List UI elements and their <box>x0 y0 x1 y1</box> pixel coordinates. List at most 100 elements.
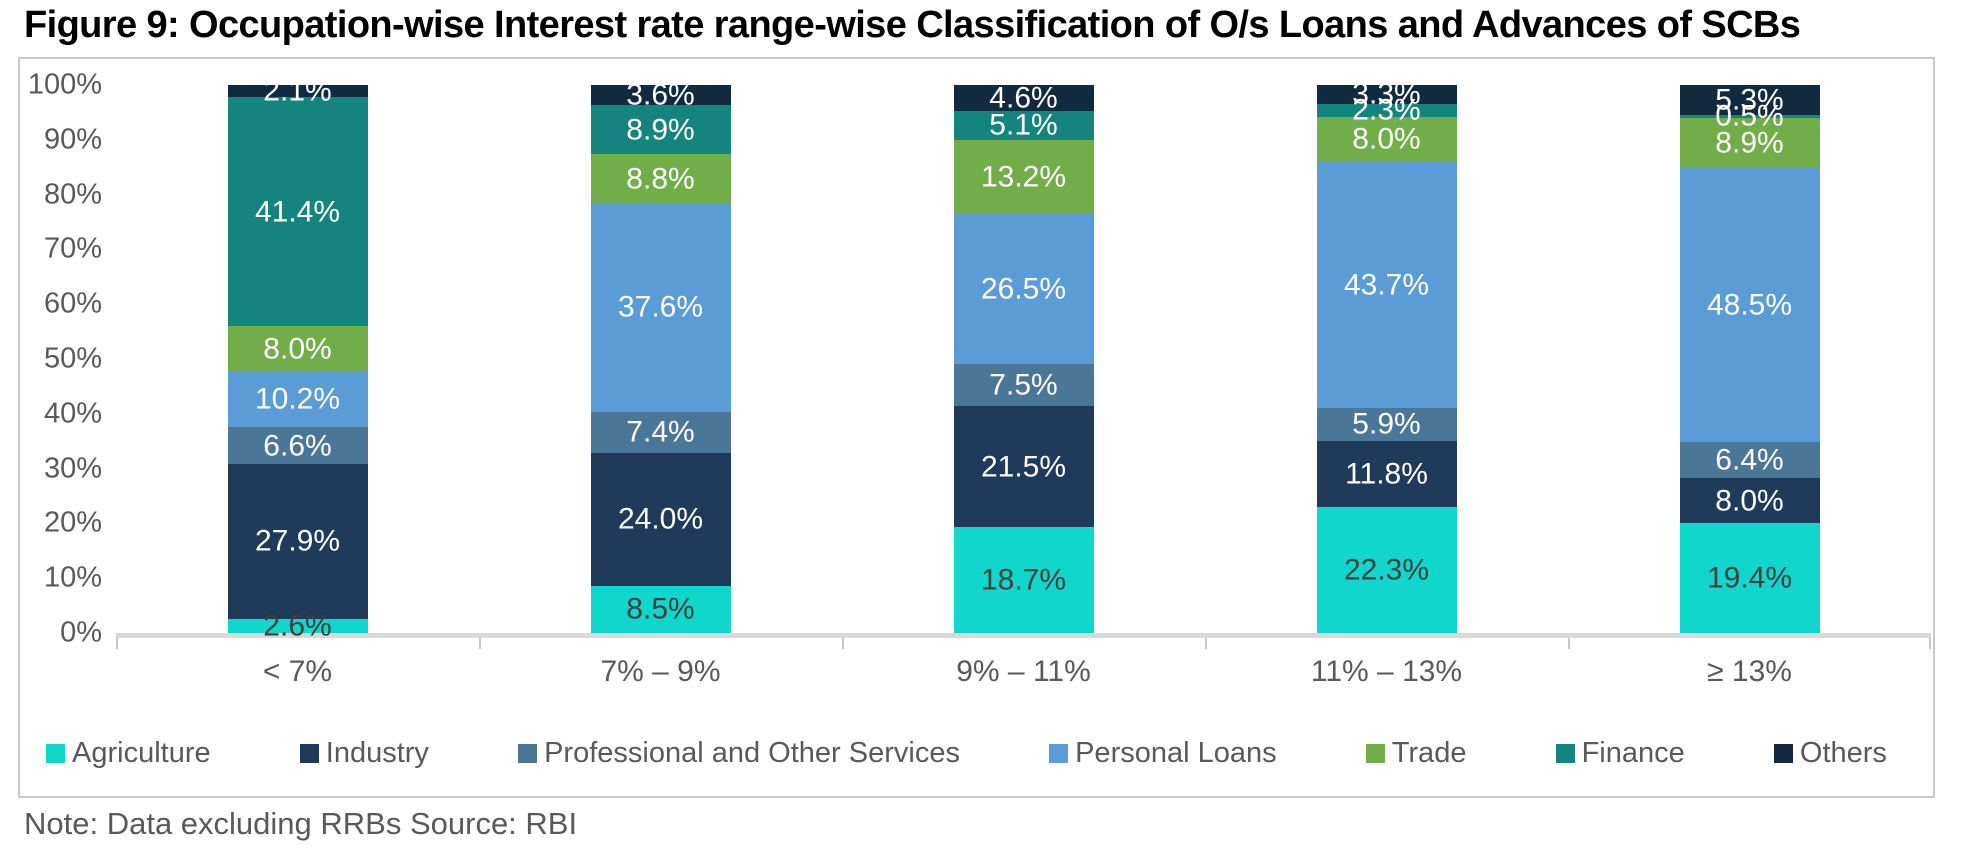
bar-segment-label: 8.5% <box>626 592 695 626</box>
bar-segment-label: 43.7% <box>1343 267 1430 301</box>
y-axis-tick-label: 70% <box>43 232 102 265</box>
bar-segment-label: 37.6% <box>617 290 704 324</box>
legend-swatch <box>1555 744 1575 763</box>
bar-segment-label: 8.8% <box>626 162 695 196</box>
legend-label: Professional and Other Services <box>544 737 960 769</box>
y-axis-tick-label: 10% <box>43 561 102 594</box>
x-axis-category-label: 11% – 13% <box>1310 655 1463 688</box>
y-axis-tick-label: 90% <box>43 123 102 156</box>
legend-label: Industry <box>325 737 429 769</box>
bar-segment-others: 4.6% <box>953 85 1094 113</box>
plot-area: 100% 90% 80% 70% 60% 50% 40% 30% 20% 10% 0% 2.6% 27… <box>20 70 1931 649</box>
bar-segment-label: 8.9% <box>1715 126 1784 160</box>
chart-title: Figure 9: Occupation-wise Interest rate … <box>24 4 1801 46</box>
bar-segment-others: 3.6% <box>590 85 731 110</box>
bar-segment-label: 5.1% <box>989 108 1058 142</box>
axis-tick <box>842 638 844 649</box>
bar-segment-agriculture: 8.5% <box>590 585 731 633</box>
bar-segment-trade: 8.0% <box>227 326 368 371</box>
legend-label: Personal Loans <box>1075 737 1277 769</box>
category-cell: 8.5% 24.0% 7.4% 37.6% 8.8% 8.9% 3.6% <box>479 85 842 633</box>
legend-label: Trade <box>1391 737 1467 769</box>
bar-segment-professional-and-other-services: 7.5% <box>953 363 1094 407</box>
bar-segment-label: 8.0% <box>263 331 332 365</box>
y-axis-tick-label: 50% <box>43 342 102 375</box>
bar-segment-personal-loans: 10.2% <box>227 370 368 428</box>
category-cell: 22.3% 11.8% 5.9% 43.7% 8.0% 2.3% 3.3% <box>1205 85 1568 633</box>
legend-label: Finance <box>1581 737 1685 769</box>
x-axis-category-label: 7% – 9% <box>600 655 721 688</box>
bar-segment-label: 48.5% <box>1706 288 1793 322</box>
stacked-bar-11-13: 22.3% 11.8% 5.9% 43.7% 8.0% 2.3% 3.3% <box>1316 85 1457 633</box>
legend: Agriculture Industry Professional and Othe… <box>46 737 1887 770</box>
bar-segment-label: 2.3% <box>1352 93 1421 127</box>
bar-segment-professional-and-other-services: 6.6% <box>227 427 368 464</box>
bar-segment-professional-and-other-services: 6.4% <box>1679 442 1820 479</box>
chart-note: Note: Data excluding RRBs Source: RBI <box>24 806 578 841</box>
bar-segment-finance: 2.3% <box>1316 94 1457 125</box>
stacked-bar-13: 19.4% 8.0% 6.4% 48.5% 8.9% 0.5% 5.3% <box>1679 85 1820 633</box>
legend-swatch <box>1049 744 1069 763</box>
bar-segment-agriculture: 2.6% <box>227 610 368 641</box>
axis-tick <box>116 638 118 649</box>
y-axis-tick-label: 0% <box>60 616 102 649</box>
bar-segment-finance: 8.9% <box>590 105 731 155</box>
bar-segment-agriculture: 22.3% <box>1316 507 1457 633</box>
legend-swatch <box>299 744 319 763</box>
bar-segment-industry: 24.0% <box>590 452 731 586</box>
bar-segment-trade: 13.2% <box>953 139 1094 215</box>
x-axis-category-label: < 7% <box>262 655 333 688</box>
stacked-bar-9-11: 18.7% 21.5% 7.5% 26.5% 13.2% 5.1% 4.6% <box>953 85 1094 633</box>
bars-area: 2.6% 27.9% 6.6% 10.2% 8.0% 41.4% 2.1% 8.5% 24.0%… <box>116 85 1931 649</box>
bar-segment-finance: 41.4% <box>227 96 368 327</box>
x-axis-category-label: ≥ 13% <box>1707 655 1792 688</box>
bar-segment-agriculture: 19.4% <box>1679 523 1820 633</box>
legend-swatch <box>46 744 65 763</box>
bar-segment-label: 5.9% <box>1352 407 1421 441</box>
x-axis-category-label: 9% – 11% <box>956 655 1091 688</box>
bar-segment-finance: 5.1% <box>953 108 1094 142</box>
y-axis-tick-label: 20% <box>43 506 102 539</box>
bar-segment-label: 7.4% <box>626 415 695 449</box>
bar-segment-label: 6.6% <box>263 428 332 462</box>
legend-item-personal-loans: Personal Loans <box>1049 737 1277 770</box>
bar-segment-label: 7.5% <box>989 368 1058 402</box>
bar-segment-professional-and-other-services: 5.9% <box>1316 407 1457 441</box>
y-axis-tick-label: 30% <box>43 452 102 485</box>
bar-segment-label: 10.2% <box>254 382 341 416</box>
bar-segment-industry: 27.9% <box>227 463 368 619</box>
x-axis: < 7% 7% – 9% 9% – 11% 11% – 13% ≥ 13% <box>116 655 1931 689</box>
bar-segment-label: 6.4% <box>1715 443 1784 477</box>
bar-segment-label: 19.4% <box>1706 561 1793 595</box>
bar-segment-label: 8.0% <box>1715 484 1784 518</box>
legend-swatch <box>518 744 538 763</box>
bar-segment-label: 18.7% <box>980 563 1067 597</box>
bar-segment-label: 8.9% <box>626 112 695 146</box>
bar-segment-label: 27.9% <box>254 524 341 558</box>
category-cell: 18.7% 21.5% 7.5% 26.5% 13.2% 5.1% 4.6% <box>842 85 1205 633</box>
legend-item-professional-and-other-services: Professional and Other Services <box>518 737 960 770</box>
bar-segment-label: 3.6% <box>626 78 695 112</box>
category-cell: 19.4% 8.0% 6.4% 48.5% 8.9% 0.5% 5.3% <box>1568 85 1931 633</box>
chart-frame: 100% 90% 80% 70% 60% 50% 40% 30% 20% 10% 0% 2.6% 27… <box>18 57 1935 798</box>
bar-segment-label: 0.5% <box>1715 99 1784 133</box>
stacked-bar-7: 2.6% 27.9% 6.6% 10.2% 8.0% 41.4% 2.1% <box>227 85 368 641</box>
bar-segment-professional-and-other-services: 7.4% <box>590 411 731 453</box>
x-axis-line <box>116 633 1931 638</box>
bar-segment-label: 11.8% <box>1345 457 1428 491</box>
bar-segment-label: 8.0% <box>1352 122 1421 156</box>
bar-segment-label: 2.6% <box>263 609 332 643</box>
bar-segment-trade: 8.0% <box>1316 116 1457 162</box>
bar-segment-label: 41.4% <box>254 194 341 228</box>
bar-segment-industry: 11.8% <box>1316 440 1457 508</box>
bar-segment-others: 5.3% <box>1679 85 1820 115</box>
axis-tick <box>479 638 481 649</box>
bar-segment-label: 21.5% <box>980 450 1067 484</box>
bar-segment-others: 2.1% <box>227 85 368 106</box>
bar-segment-personal-loans: 48.5% <box>1679 168 1820 443</box>
stacked-bar-7-9: 8.5% 24.0% 7.4% 37.6% 8.8% 8.9% 3.6% <box>590 85 731 633</box>
axis-tick <box>1205 638 1207 649</box>
legend-item-finance: Finance <box>1555 737 1685 770</box>
legend-item-others: Others <box>1773 737 1887 770</box>
